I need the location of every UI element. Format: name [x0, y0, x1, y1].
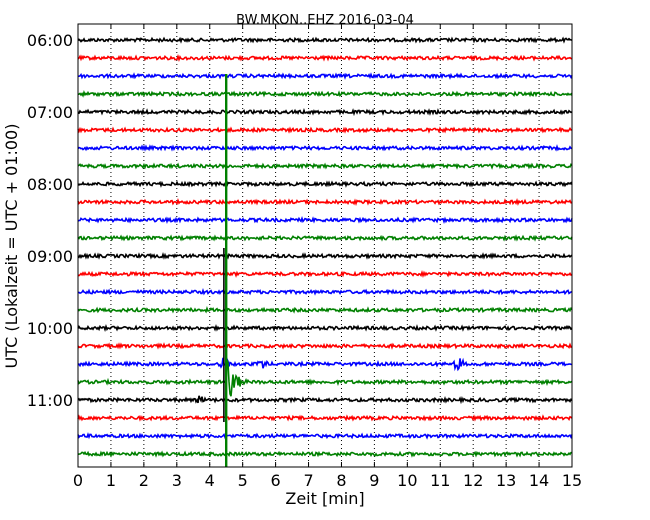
- x-tick-label: 13: [496, 471, 516, 490]
- trace-line: [77, 108, 573, 117]
- trace-line: [77, 90, 573, 98]
- x-tick-label: 15: [562, 471, 582, 490]
- trace-line: [77, 414, 573, 422]
- trace-line: [77, 234, 573, 242]
- x-tick-label: 11: [430, 471, 450, 490]
- y-tick-label: 10:00: [27, 319, 73, 338]
- trace-line: [77, 126, 573, 134]
- x-tick-label: 10: [397, 471, 417, 490]
- y-tick-label: 11:00: [27, 391, 73, 410]
- trace-line: [77, 144, 572, 152]
- x-axis-label: Zeit [min]: [285, 489, 364, 508]
- trace-line: [77, 432, 573, 440]
- trace-line: [77, 180, 573, 188]
- y-tick-label: 09:00: [27, 247, 73, 266]
- trace-line: [77, 356, 573, 372]
- trace-line: [77, 36, 573, 44]
- x-tick-label: 14: [529, 471, 549, 490]
- trace-line: [77, 342, 573, 350]
- trace-line: [77, 287, 573, 296]
- trace-line: [77, 323, 573, 333]
- trace-line: [77, 72, 573, 80]
- y-tick-label: 06:00: [27, 31, 73, 50]
- x-tick-label: 2: [139, 471, 149, 490]
- x-tick-label: 8: [336, 471, 346, 490]
- trace-line: [77, 305, 573, 314]
- plot-frame: [77, 23, 573, 468]
- trace-line: [77, 197, 573, 207]
- trace-line: [77, 215, 573, 224]
- trace-line: [77, 252, 573, 260]
- y-ticks: 06:00 07:00 08:00 09:00 10:00 11:00: [27, 31, 572, 410]
- x-tick-label: 1: [106, 471, 116, 490]
- chart-title: BW.MKON..EHZ 2016-03-04: [236, 13, 414, 28]
- y-tick-label: 08:00: [27, 175, 73, 194]
- x-tick-label: 12: [463, 471, 483, 490]
- trace-line: [77, 270, 573, 278]
- x-tick-label: 4: [205, 471, 215, 490]
- trace-line: [77, 53, 573, 62]
- x-tick-label: 6: [271, 471, 281, 490]
- y-axis-label: UTC (Lokalzeit = UTC + 01:00): [2, 124, 21, 369]
- event-spike: [223, 74, 228, 467]
- y-tick-label: 07:00: [27, 103, 73, 122]
- trace-line: [77, 162, 573, 170]
- x-tick-label: 0: [73, 471, 83, 490]
- x-tick-label: 3: [172, 471, 182, 490]
- x-tick-label: 5: [238, 471, 248, 490]
- x-tick-label: 9: [369, 471, 379, 490]
- trace-line: [77, 359, 573, 397]
- x-ticks: 0 1 2 3 4 5 6 7 8 9 10 11 12 13 14 15: [73, 24, 582, 490]
- trace-line: [77, 450, 573, 458]
- traces: [77, 36, 573, 458]
- x-tick-label: 7: [303, 471, 313, 490]
- trace-line: [77, 395, 573, 405]
